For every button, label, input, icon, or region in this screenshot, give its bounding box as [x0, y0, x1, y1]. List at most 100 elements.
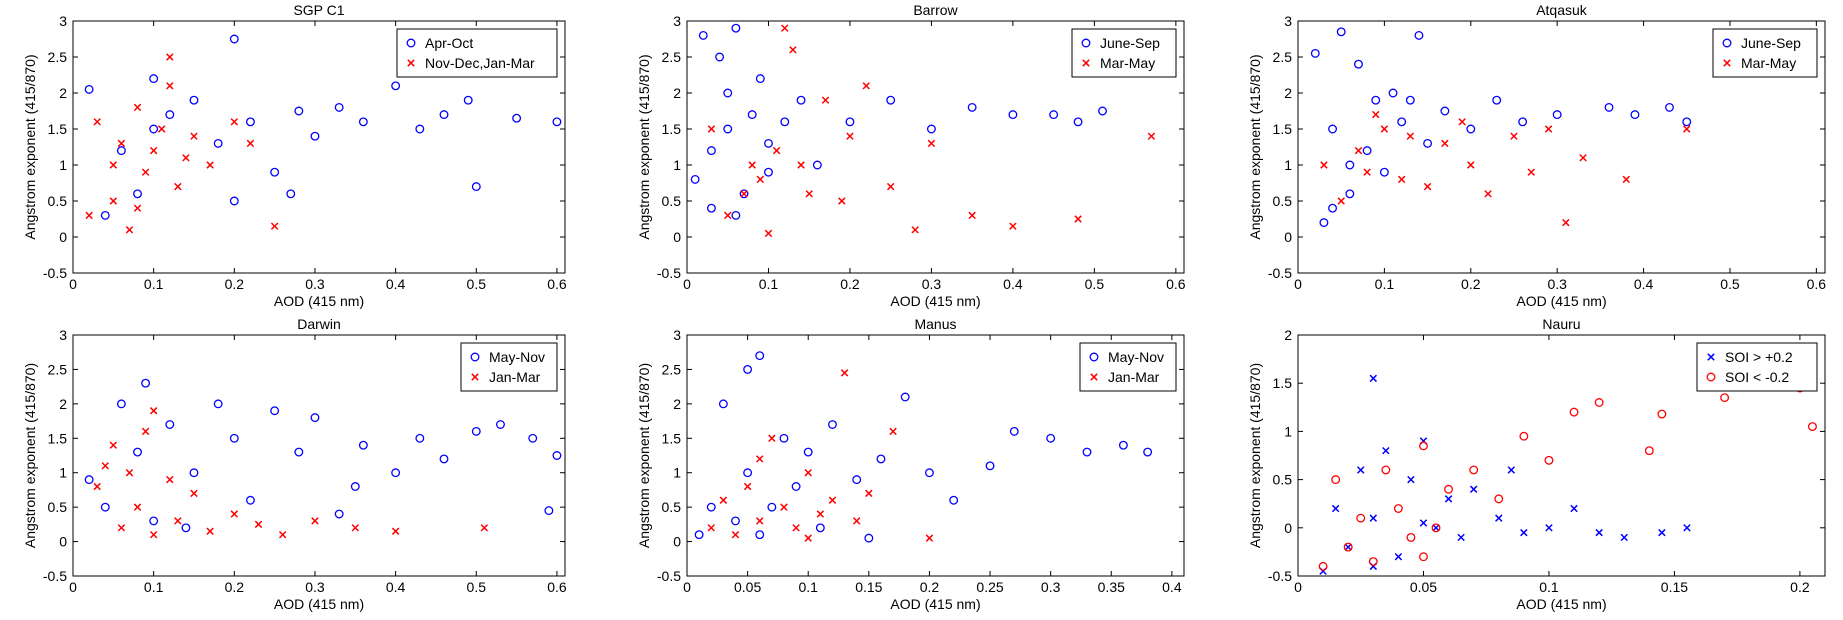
- point: [230, 510, 239, 518]
- y-tick-label: 3: [1284, 13, 1292, 29]
- point: [838, 197, 846, 205]
- point: [1382, 446, 1390, 455]
- point: [812, 160, 822, 170]
- point: [755, 530, 765, 540]
- point: [731, 210, 741, 220]
- x-tick-label: 0.1: [144, 579, 164, 595]
- point: [1310, 48, 1320, 58]
- point: [149, 407, 158, 415]
- y-tick-label: 2: [59, 85, 67, 101]
- point: [1440, 106, 1450, 116]
- x-axis-label: AOD (415 nm): [890, 293, 980, 309]
- y-tick-label: 0: [673, 534, 681, 550]
- y-tick-label: 1: [1284, 423, 1292, 439]
- point: [780, 117, 790, 127]
- point: [1009, 222, 1017, 230]
- point: [1343, 542, 1353, 552]
- point: [886, 95, 896, 105]
- y-tick-label: 2.5: [48, 49, 68, 65]
- point: [1658, 528, 1666, 537]
- point: [1147, 132, 1156, 140]
- chart-title: Atqasuk: [1536, 2, 1588, 18]
- point: [805, 190, 813, 198]
- point: [1467, 161, 1475, 169]
- point: [1622, 175, 1631, 184]
- point: [552, 451, 562, 460]
- y-tick-label: 0.5: [48, 193, 68, 209]
- x-tick-label: 0: [683, 579, 691, 595]
- point: [803, 447, 813, 457]
- point: [181, 523, 191, 533]
- point: [182, 154, 190, 162]
- point: [707, 524, 715, 532]
- point: [310, 413, 320, 423]
- point: [718, 399, 728, 409]
- x-tick-label: 0.2: [920, 579, 940, 595]
- point: [358, 117, 368, 127]
- point: [1657, 409, 1667, 419]
- y-tick-label: 1.5: [1273, 121, 1293, 137]
- x-tick-label: 0.2: [1790, 579, 1810, 595]
- point: [1620, 533, 1628, 542]
- x-tick-label: 0.6: [547, 276, 567, 292]
- legend-marker: [1706, 372, 1716, 382]
- point: [245, 117, 255, 127]
- point: [764, 229, 773, 238]
- x-tick-label: 0.4: [1162, 579, 1182, 595]
- x-axis-label: AOD (415 nm): [274, 596, 364, 612]
- point: [190, 132, 198, 140]
- points: [84, 34, 562, 234]
- point: [245, 495, 255, 505]
- point: [1407, 475, 1415, 484]
- point: [229, 433, 239, 443]
- x-tick-label: 0.1: [1375, 276, 1395, 292]
- point: [1494, 494, 1504, 504]
- point: [926, 124, 936, 134]
- point: [1328, 124, 1338, 134]
- y-tick-label: 0: [59, 534, 67, 550]
- point: [133, 103, 142, 112]
- y-tick-label: 0: [59, 229, 67, 245]
- point: [779, 433, 789, 443]
- legend-label: June-Sep: [1100, 35, 1160, 51]
- point: [85, 211, 93, 220]
- point: [821, 96, 830, 104]
- point: [174, 517, 182, 525]
- point: [927, 139, 936, 148]
- point: [968, 211, 976, 220]
- point: [1371, 95, 1381, 105]
- x-tick-label: 0.5: [1085, 276, 1105, 292]
- point: [743, 482, 752, 491]
- point: [768, 434, 776, 443]
- y-tick-label: -0.5: [1268, 265, 1292, 281]
- y-tick-label: 1.5: [48, 430, 68, 446]
- point: [101, 462, 109, 470]
- y-tick-label: 0.5: [48, 499, 68, 515]
- y-tick-label: 3: [673, 327, 681, 343]
- point: [1507, 466, 1516, 474]
- point: [1372, 110, 1380, 119]
- point: [93, 118, 101, 126]
- point: [1552, 110, 1562, 120]
- legend-box: [1696, 342, 1818, 392]
- x-tick-label: 0.5: [1720, 276, 1740, 292]
- point: [278, 530, 287, 539]
- y-tick-label: 2.5: [662, 361, 682, 377]
- x-tick-label: 0.4: [386, 579, 406, 595]
- point: [358, 440, 368, 450]
- x-tick-label: 0.6: [1807, 276, 1827, 292]
- point: [694, 530, 704, 540]
- point: [1484, 190, 1492, 198]
- y-tick-label: 2: [1284, 85, 1292, 101]
- point: [804, 468, 812, 477]
- point: [116, 146, 126, 156]
- y-tick-label: 1.5: [662, 121, 682, 137]
- y-tick-label: 1.5: [1273, 375, 1293, 391]
- point: [724, 211, 732, 220]
- legend-box: [1071, 28, 1177, 78]
- y-tick-label: 1: [673, 465, 681, 481]
- legend-marker: [1723, 59, 1731, 67]
- point: [311, 517, 319, 525]
- x-tick-label: 0.2: [225, 579, 245, 595]
- point: [1082, 447, 1092, 457]
